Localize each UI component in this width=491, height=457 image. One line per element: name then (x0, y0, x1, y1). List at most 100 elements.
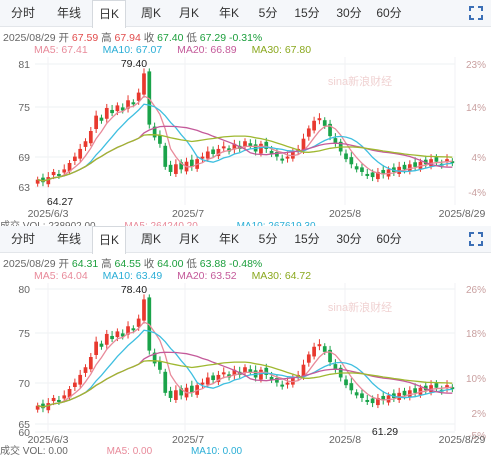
x-tick-label: 2025/6/3 (28, 208, 69, 217)
candle (142, 73, 146, 95)
y-tick-label: 60 (18, 427, 30, 439)
tab-year-line[interactable]: 年线 (56, 6, 81, 20)
tab-timeshare[interactable]: 分时 (10, 232, 35, 246)
tab-daily-k[interactable]: 日K (92, 226, 126, 254)
candle (189, 159, 194, 167)
quote-high: 64.55 (114, 258, 141, 270)
tab-monthly-k[interactable]: 月K (178, 6, 199, 20)
candle (360, 167, 364, 172)
candle (158, 361, 162, 370)
candle (99, 343, 104, 347)
candle (94, 341, 98, 355)
ma5-label: MA5: 67.41 (34, 44, 88, 56)
low-annotation: 64.27 (47, 196, 73, 208)
quote-open: 64.31 (71, 258, 99, 270)
fullscreen-icon[interactable] (469, 6, 483, 20)
tab-60min[interactable]: 60分 (376, 232, 402, 246)
candle (152, 352, 157, 364)
candle (248, 143, 253, 147)
y-tick-label: 65 (18, 419, 30, 431)
candle (301, 364, 306, 377)
candle (349, 157, 354, 165)
tab-daily-k[interactable]: 日K (92, 0, 126, 28)
tab-15min[interactable]: 15分 (294, 6, 320, 20)
pct-tick-label: 2% (472, 409, 487, 420)
tab-5min[interactable]: 5分 (258, 232, 278, 246)
ma30-line (37, 134, 453, 182)
x-tick-label: 2025/8/29 (439, 434, 486, 443)
kline-chart[interactable]: 81 75 69 63 23% 14% 4% -4% 2025/6/3 2025/7 2025/8 2… (0, 27, 491, 217)
candle (450, 387, 455, 390)
tab-30min[interactable]: 30分 (336, 6, 362, 20)
quote-close: 67.40 (157, 32, 184, 44)
candle (381, 169, 386, 175)
tab-weekly-k[interactable]: 周K (140, 232, 161, 246)
candle (62, 169, 67, 173)
tab-yearly-k[interactable]: 年K (218, 232, 239, 246)
candle (402, 164, 407, 170)
ma5-label: MA5: 64.04 (34, 270, 88, 282)
ma20-label: MA20: 63.52 (177, 270, 237, 282)
candle (285, 382, 290, 385)
candle (328, 349, 332, 363)
candle (312, 346, 316, 357)
y-tick-label: 63 (18, 182, 30, 194)
candle (110, 335, 114, 340)
candle (370, 398, 375, 404)
ma5-line (37, 95, 453, 182)
low-annotation: 61.29 (372, 426, 398, 438)
candle (205, 377, 210, 385)
candle (67, 163, 72, 172)
candle (264, 367, 269, 375)
candle (51, 171, 56, 176)
candle (110, 109, 114, 114)
pct-tick-label: 23% (466, 60, 486, 71)
candle (259, 143, 263, 154)
candle (73, 382, 77, 387)
candle (232, 143, 237, 150)
quote-change: -0.48% (228, 258, 263, 270)
candle (381, 395, 386, 401)
candle (51, 397, 56, 402)
tab-weekly-k[interactable]: 周K (140, 6, 161, 20)
candle (152, 126, 157, 138)
volume-ma5: MA5: 0.00 (106, 446, 153, 457)
candle (88, 357, 93, 370)
quote-low: 67.29 (199, 32, 227, 44)
high-annotation: 79.40 (121, 58, 147, 70)
candle (306, 128, 311, 137)
tab-15min[interactable]: 15分 (294, 232, 320, 246)
tab-5min[interactable]: 5分 (258, 6, 278, 20)
candle (221, 372, 226, 375)
tab-monthly-k[interactable]: 月K (178, 232, 199, 246)
candle (78, 374, 83, 385)
pct-tick-label: 4% (472, 153, 487, 164)
ma10-label: MA10: 67.07 (102, 44, 163, 56)
candle (120, 107, 125, 111)
y-tick-label: 75 (18, 102, 30, 114)
candle (402, 390, 407, 396)
tab-30min[interactable]: 30分 (336, 232, 362, 246)
candle (168, 390, 173, 398)
candle (365, 173, 370, 176)
fullscreen-icon[interactable] (469, 232, 483, 246)
candle (211, 375, 215, 381)
quote-line: 2025/08/29 开 64.31 高 64.55 收 64.00 低 63.… (3, 258, 263, 270)
candle (136, 92, 141, 101)
candle (354, 166, 359, 170)
candle (413, 388, 417, 393)
tab-year-line[interactable]: 年线 (56, 232, 81, 246)
tab-60min[interactable]: 60分 (376, 6, 402, 20)
candle (370, 172, 375, 178)
candle (99, 117, 104, 121)
candle (126, 326, 130, 335)
pct-tick-label: -5% (468, 431, 486, 442)
candle (344, 153, 348, 160)
tab-yearly-k[interactable]: 年K (218, 6, 239, 20)
candle (275, 152, 279, 157)
tab-timeshare[interactable]: 分时 (10, 6, 35, 20)
candle (354, 392, 359, 396)
ma5-line (37, 321, 453, 408)
pct-tick-label: 26% (466, 285, 486, 296)
